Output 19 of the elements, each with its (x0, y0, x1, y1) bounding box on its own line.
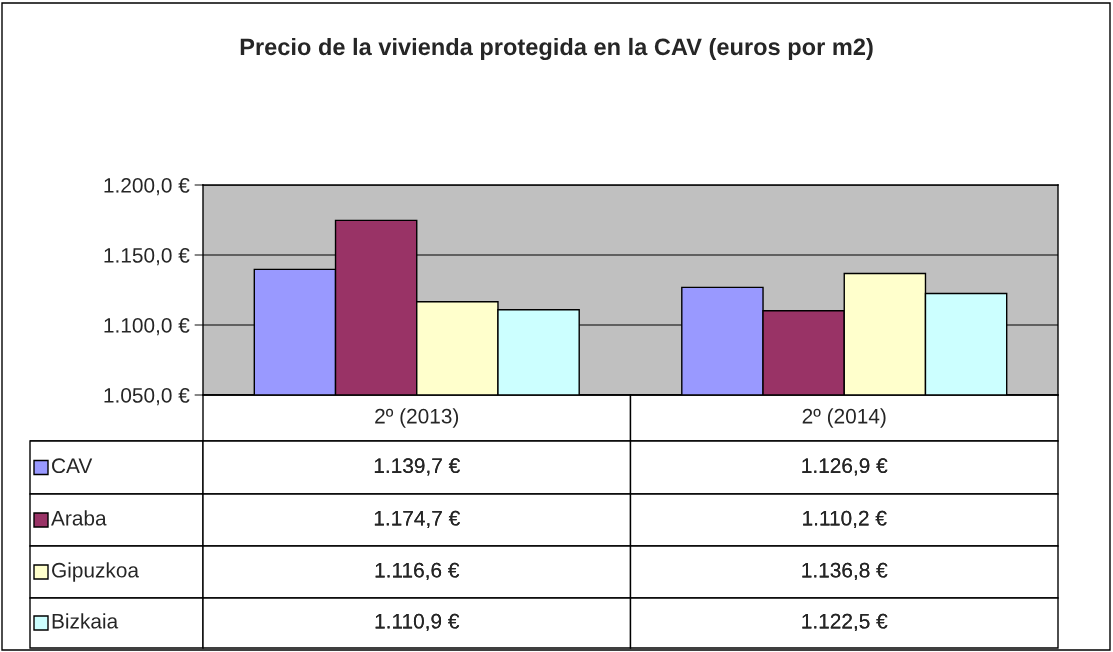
x-tick-label: 2º (2013) (375, 408, 459, 428)
y-tick-label: 1.050,0 € (104, 388, 190, 406)
x-tick-label: 2º (2014) (802, 408, 886, 428)
legend-label: Araba (51, 510, 107, 526)
data-label: 1.139,7 € (374, 458, 460, 476)
y-tick-label: 1.100,0 € (104, 318, 190, 336)
data-label: 1.136,8 € (802, 562, 888, 581)
data-label: 1.126,9 € (802, 458, 888, 476)
legend-label: Gipuzkoa (52, 562, 140, 582)
data-label: 1.174,7 € (374, 510, 460, 529)
legend-label: CAV (52, 458, 93, 474)
chart-title: Precio de la vivienda protegida en la CAV (euros por m2) (240, 37, 873, 60)
data-label: 1.110,2 € (803, 510, 887, 529)
data-label: 1.122,5 € (802, 613, 888, 632)
legend-label: Bizkaia (52, 613, 119, 629)
data-label: 1.116,6 € (375, 562, 460, 581)
y-tick-label: 1.200,0 € (104, 178, 190, 196)
y-tick-label: 1.150,0 € (104, 248, 190, 266)
data-label: 1.110,9 € (375, 613, 460, 632)
